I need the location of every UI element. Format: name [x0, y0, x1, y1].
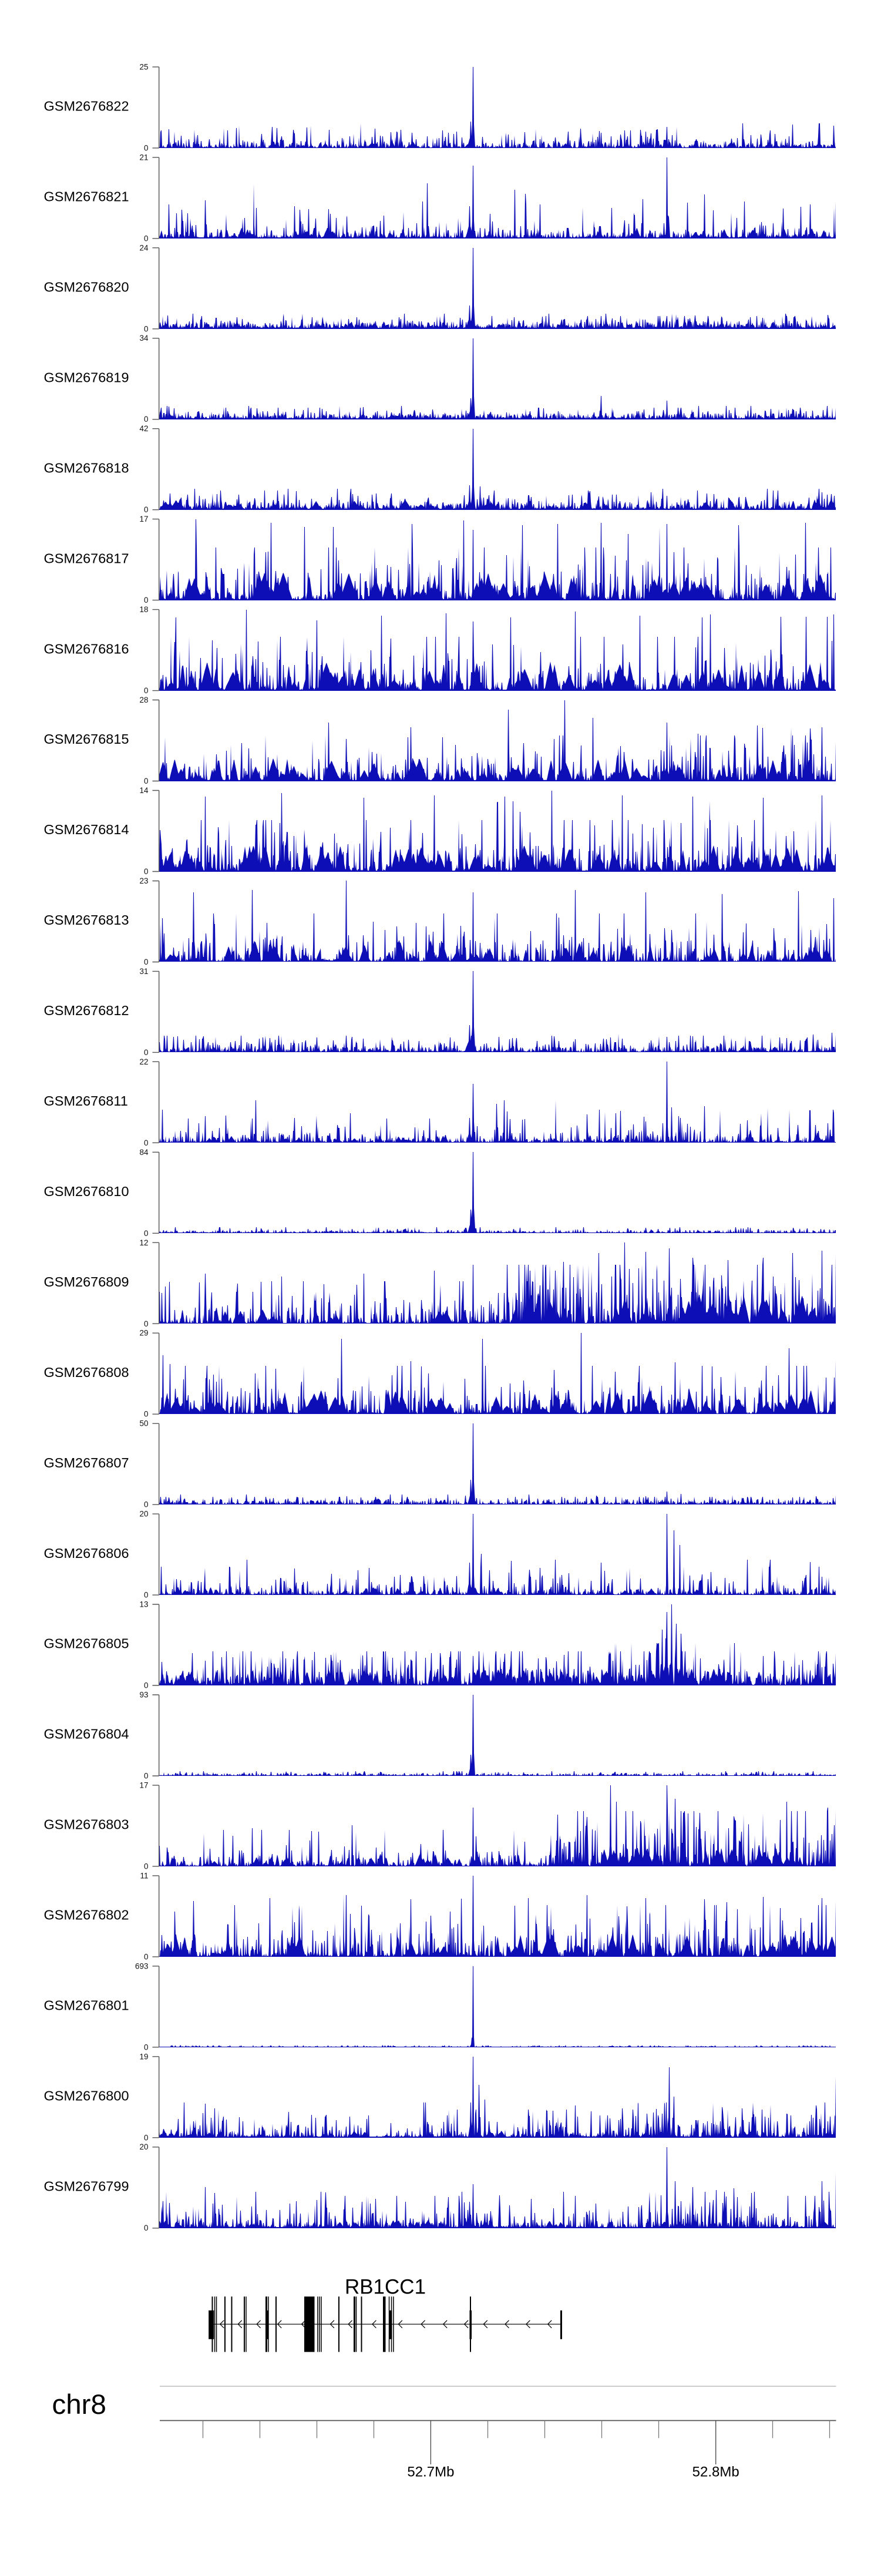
svg-text:22: 22 [139, 1057, 148, 1066]
svg-text:0: 0 [144, 1591, 149, 1600]
svg-text:20: 20 [139, 2142, 148, 2151]
svg-text:28: 28 [139, 696, 148, 704]
svg-text:0: 0 [144, 324, 149, 333]
svg-text:13: 13 [139, 1600, 148, 1609]
svg-text:52.8Mb: 52.8Mb [692, 2464, 739, 2480]
svg-text:0: 0 [144, 1048, 149, 1057]
svg-text:GSM2676820: GSM2676820 [44, 280, 129, 295]
svg-text:0: 0 [144, 2043, 149, 2051]
svg-text:0: 0 [144, 2224, 149, 2232]
svg-text:0: 0 [144, 2133, 149, 2142]
svg-text:GSM2676814: GSM2676814 [44, 822, 129, 837]
svg-text:21: 21 [139, 153, 148, 162]
svg-text:0: 0 [144, 1410, 149, 1419]
svg-text:GSM2676819: GSM2676819 [44, 370, 129, 385]
svg-text:31: 31 [139, 967, 148, 976]
svg-text:0: 0 [144, 505, 149, 514]
svg-text:GSM2676800: GSM2676800 [44, 2088, 129, 2104]
svg-text:17: 17 [139, 515, 148, 523]
svg-text:693: 693 [135, 1962, 149, 1970]
svg-text:0: 0 [144, 1862, 149, 1870]
svg-text:50: 50 [139, 1419, 148, 1428]
svg-text:0: 0 [144, 1681, 149, 1690]
svg-text:0: 0 [144, 596, 149, 604]
svg-text:RB1CC1: RB1CC1 [345, 2276, 426, 2299]
svg-text:0: 0 [144, 686, 149, 695]
svg-text:84: 84 [139, 1148, 149, 1157]
svg-text:GSM2676815: GSM2676815 [44, 731, 129, 747]
svg-text:GSM2676801: GSM2676801 [44, 1998, 129, 2013]
svg-text:GSM2676804: GSM2676804 [44, 1727, 129, 1742]
svg-text:0: 0 [144, 1229, 149, 1238]
svg-text:GSM2676818: GSM2676818 [44, 460, 129, 475]
svg-text:GSM2676816: GSM2676816 [44, 641, 129, 656]
svg-text:29: 29 [139, 1329, 148, 1338]
svg-text:0: 0 [144, 1319, 149, 1328]
svg-text:0: 0 [144, 867, 149, 876]
svg-text:19: 19 [139, 2052, 148, 2061]
svg-text:0: 0 [144, 143, 149, 152]
svg-text:0: 0 [144, 415, 149, 424]
svg-text:11: 11 [140, 1871, 148, 1880]
svg-text:GSM2676821: GSM2676821 [44, 189, 129, 204]
svg-text:GSM2676807: GSM2676807 [44, 1455, 129, 1470]
svg-text:34: 34 [139, 334, 149, 342]
svg-text:GSM2676802: GSM2676802 [44, 1907, 129, 1923]
svg-text:0: 0 [144, 958, 149, 966]
svg-text:23: 23 [139, 876, 148, 885]
svg-text:14: 14 [139, 786, 149, 795]
svg-text:18: 18 [139, 605, 148, 614]
svg-text:12: 12 [139, 1238, 148, 1247]
svg-text:24: 24 [139, 243, 149, 252]
svg-text:GSM2676808: GSM2676808 [44, 1365, 129, 1380]
svg-text:GSM2676799: GSM2676799 [44, 2178, 129, 2194]
svg-text:GSM2676803: GSM2676803 [44, 1817, 129, 1832]
svg-text:0: 0 [144, 1772, 149, 1781]
svg-text:93: 93 [139, 1691, 148, 1700]
svg-text:GSM2676810: GSM2676810 [44, 1184, 129, 1199]
svg-text:17: 17 [139, 1781, 148, 1789]
svg-text:42: 42 [139, 424, 148, 433]
svg-text:0: 0 [144, 1138, 149, 1147]
svg-text:25: 25 [139, 62, 148, 71]
svg-text:GSM2676812: GSM2676812 [44, 1003, 129, 1018]
svg-text:GSM2676822: GSM2676822 [44, 99, 129, 114]
svg-text:GSM2676806: GSM2676806 [44, 1546, 129, 1561]
svg-text:20: 20 [139, 1510, 148, 1519]
svg-text:0: 0 [144, 1500, 149, 1509]
svg-text:GSM2676813: GSM2676813 [44, 912, 129, 928]
svg-text:GSM2676805: GSM2676805 [44, 1636, 129, 1651]
svg-text:GSM2676811: GSM2676811 [44, 1093, 128, 1109]
svg-text:GSM2676809: GSM2676809 [44, 1274, 129, 1289]
svg-text:0: 0 [144, 234, 149, 243]
svg-text:chr8: chr8 [52, 2389, 106, 2420]
svg-text:0: 0 [144, 1952, 149, 1961]
svg-text:GSM2676817: GSM2676817 [44, 550, 129, 566]
svg-text:52.7Mb: 52.7Mb [407, 2464, 454, 2480]
svg-text:0: 0 [144, 777, 149, 785]
